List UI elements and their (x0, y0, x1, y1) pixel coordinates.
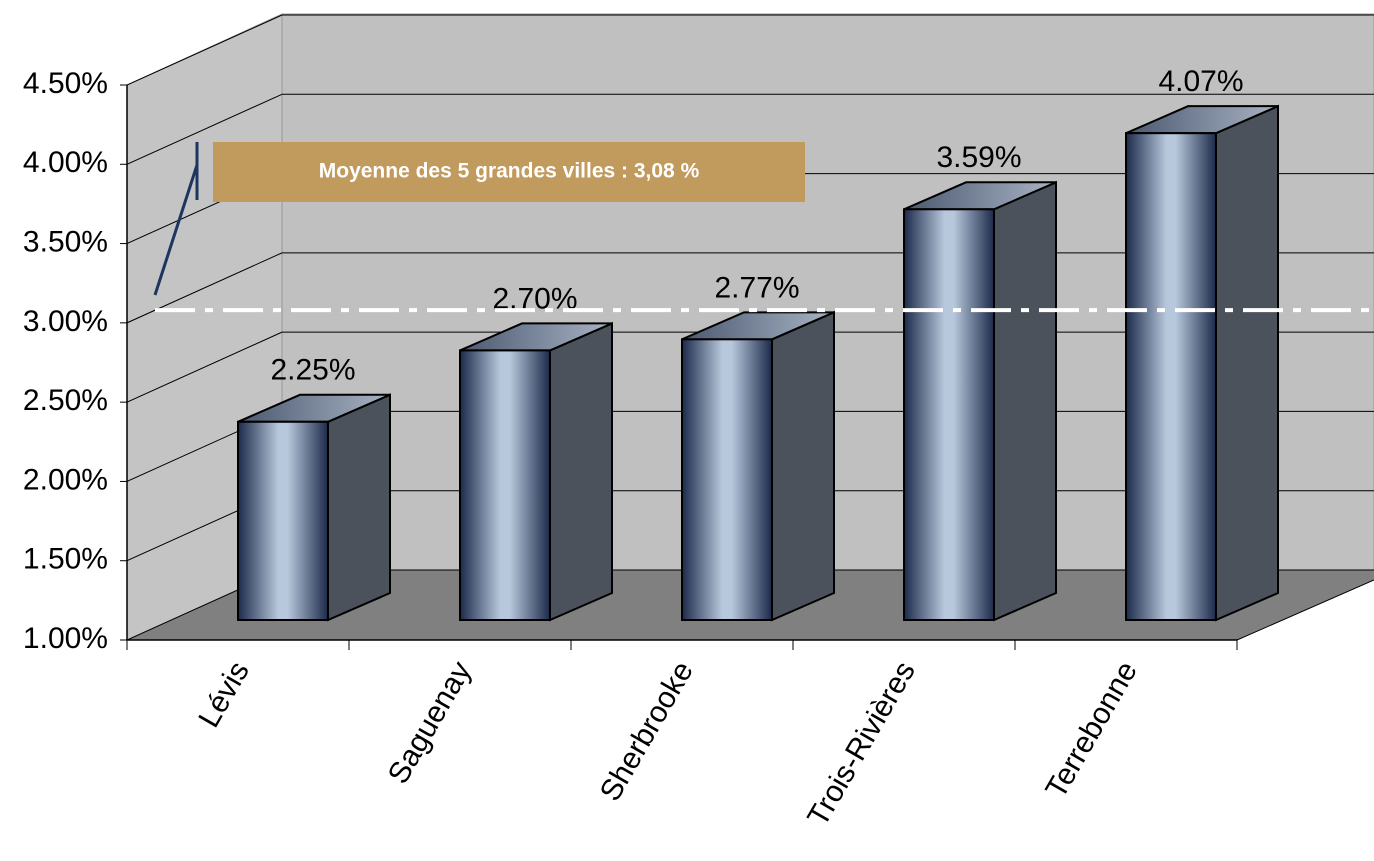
grid-line (126, 252, 283, 324)
grid-line (126, 14, 283, 86)
value-label: 3.59% (936, 141, 1021, 174)
value-label: 2.25% (270, 354, 355, 387)
y-tick-label: 3.50% (23, 225, 108, 258)
x-tick-label: Trois-Rivières (801, 656, 922, 832)
y-tick-label: 1.50% (23, 543, 108, 576)
bar-side (1215, 104, 1279, 622)
annotation: Moyenne des 5 grandes villes : 3,08 % (319, 160, 700, 183)
leader-line (153, 164, 199, 296)
x-tick-label: Lévis (192, 656, 256, 733)
x-tick-label: Terrebonne (1039, 656, 1143, 804)
y-tick-label: 2.50% (23, 384, 108, 417)
y-tick-label: 4.50% (23, 67, 108, 100)
bar-side (993, 180, 1057, 622)
annotation-box (213, 142, 805, 202)
y-tick-label: 1.00% (23, 622, 108, 655)
x-tick-label: Sherbrooke (594, 656, 700, 807)
y-tick-label: 3.00% (23, 305, 108, 338)
bar (237, 420, 329, 621)
value-label: 2.77% (714, 271, 799, 304)
x-tick-label: Saguenay (382, 656, 478, 790)
bar-side (327, 393, 391, 622)
floor-edge (1236, 579, 1374, 641)
y-tick-label: 2.00% (23, 463, 108, 496)
bar (903, 208, 995, 622)
bar (459, 349, 551, 621)
grid-line (126, 331, 283, 403)
bar (681, 338, 773, 621)
value-label: 4.07% (1158, 65, 1243, 98)
grid-line (126, 93, 283, 165)
bar-side (771, 310, 835, 622)
bar-side (549, 321, 613, 622)
y-tick-label: 4.00% (23, 146, 108, 179)
bar (1125, 132, 1217, 622)
